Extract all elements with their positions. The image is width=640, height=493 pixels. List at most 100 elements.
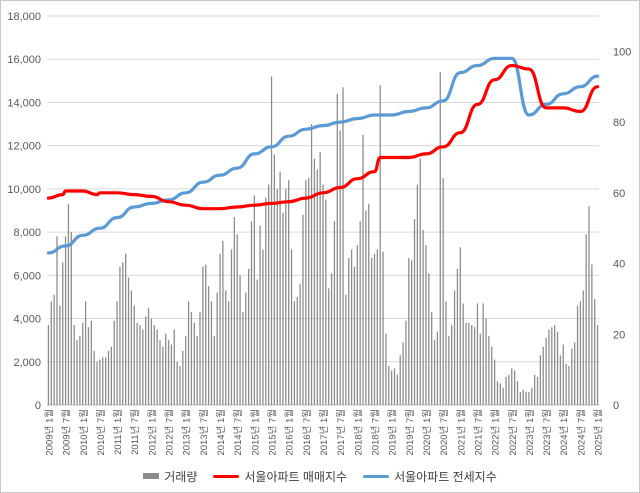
volume-bar [107, 350, 110, 405]
legend-item-volume: 거래량 [143, 468, 197, 485]
legend-item-jeonse-index: 서울아파트 전세지수 [363, 468, 497, 485]
legend-label-sale-index: 서울아파트 매매지수 [244, 469, 348, 484]
volume-bar [156, 329, 158, 405]
volume-bar [591, 264, 593, 405]
volume-bar [433, 340, 436, 405]
volume-bar [539, 355, 542, 405]
volume-bar [594, 299, 596, 405]
x-tick-label: 2023년 7월 [541, 409, 553, 456]
volume-bar [242, 312, 244, 405]
volume-bar [104, 357, 107, 405]
x-tick-label: 2021년 7월 [472, 409, 484, 456]
volume-bar [130, 290, 133, 405]
volume-bar [516, 381, 519, 405]
x-tick-label: 2016년 7월 [301, 409, 313, 456]
volume-bar [491, 346, 493, 405]
volume-bar [150, 318, 153, 405]
volume-bar [556, 331, 559, 405]
volume-bar [162, 346, 164, 405]
right-y-axis: 0 20 40 60 80 100 [613, 46, 631, 412]
volume-bar [482, 303, 484, 405]
volume-bar [276, 188, 278, 405]
volume-bar [165, 333, 167, 405]
jeonse-index-line [46, 56, 600, 255]
volume-bar [525, 392, 527, 405]
volume-bar [93, 350, 95, 405]
volume-bar [119, 266, 121, 405]
volume-bar [305, 180, 307, 405]
x-tick-label: 2011년 7월 [129, 409, 141, 455]
volume-bar [396, 374, 399, 405]
x-tick-label: 2012년 7월 [164, 409, 176, 456]
x-tick-label: 2009년 1월 [43, 409, 55, 456]
volume-bar [213, 335, 215, 405]
volume-bar [99, 359, 101, 405]
x-tick-label: 2014년 7월 [232, 409, 244, 456]
volume-bar [388, 366, 390, 405]
volume-bar [202, 266, 204, 405]
volume-bar [536, 376, 539, 405]
volume-bar [47, 325, 50, 405]
volume-bar [136, 322, 138, 405]
volume-bar [82, 322, 84, 405]
volume-bar [199, 312, 201, 405]
volume-bar [574, 342, 576, 405]
volume-bar [170, 344, 173, 405]
legend-label-jeonse-index: 서울아파트 전세지수 [394, 469, 497, 484]
legend: 거래량 서울아파트 매매지수 서울아파트 전세지수 [0, 466, 640, 486]
x-tick-label: 2014년 1월 [215, 409, 227, 456]
volume-bar [87, 327, 90, 405]
volume-bar [159, 340, 161, 405]
volume-bar [373, 253, 376, 405]
volume-bar [64, 236, 67, 405]
volume-bar [376, 249, 378, 405]
volume-bar [411, 260, 413, 405]
x-tick-label: 2021년 1월 [455, 409, 467, 456]
volume-bar [247, 268, 250, 405]
volume-bar [534, 374, 536, 405]
volume-bar [365, 210, 367, 405]
volume-bar [465, 322, 467, 405]
legend-swatch-sale-index [213, 474, 240, 478]
volume-bar [222, 240, 224, 405]
volume-bar [333, 221, 336, 405]
volume-bar [233, 216, 235, 405]
legend-label-volume: 거래량 [164, 469, 198, 484]
volume-bar [230, 249, 233, 405]
volume-bar [139, 325, 141, 405]
volume-bar [508, 374, 510, 405]
volume-bar [268, 184, 270, 405]
volume-bar [262, 249, 264, 405]
volume-bar [370, 258, 373, 405]
volume-bar [519, 392, 521, 405]
volume-bar [554, 325, 556, 405]
volume-bar [302, 214, 304, 405]
volume-bar [485, 318, 487, 405]
volume-bar [308, 178, 310, 405]
volume-bar [273, 154, 276, 405]
volume-bar [456, 268, 459, 405]
x-tick-label: 2016년 1월 [284, 409, 296, 456]
volume-bar [296, 296, 298, 405]
volume-bar [542, 346, 544, 405]
volume-bar [196, 335, 198, 405]
volume-bar [422, 229, 424, 405]
volume-bar [173, 329, 175, 405]
x-tick-label: 2015년 1월 [249, 409, 261, 456]
volume-bar [179, 366, 181, 405]
volume-bar [279, 171, 281, 405]
y-left-tick-label: 8,000 [13, 227, 41, 239]
volume-bar [579, 301, 582, 405]
volume-bar [205, 264, 207, 405]
volume-bar [79, 335, 81, 405]
volume-bar [531, 387, 533, 405]
volume-bar [176, 361, 178, 405]
volume-bar [219, 253, 221, 405]
volume-bar [425, 245, 427, 405]
volume-bar [462, 303, 464, 405]
volume-bar [576, 305, 579, 405]
volume-bar [290, 249, 293, 405]
legend-swatch-jeonse-index [363, 474, 390, 478]
volume-bar [585, 234, 587, 405]
chart-svg: 0 2,000 4,000 6,000 8,000 10,000 12,000 14,000 1… [7, 11, 631, 456]
